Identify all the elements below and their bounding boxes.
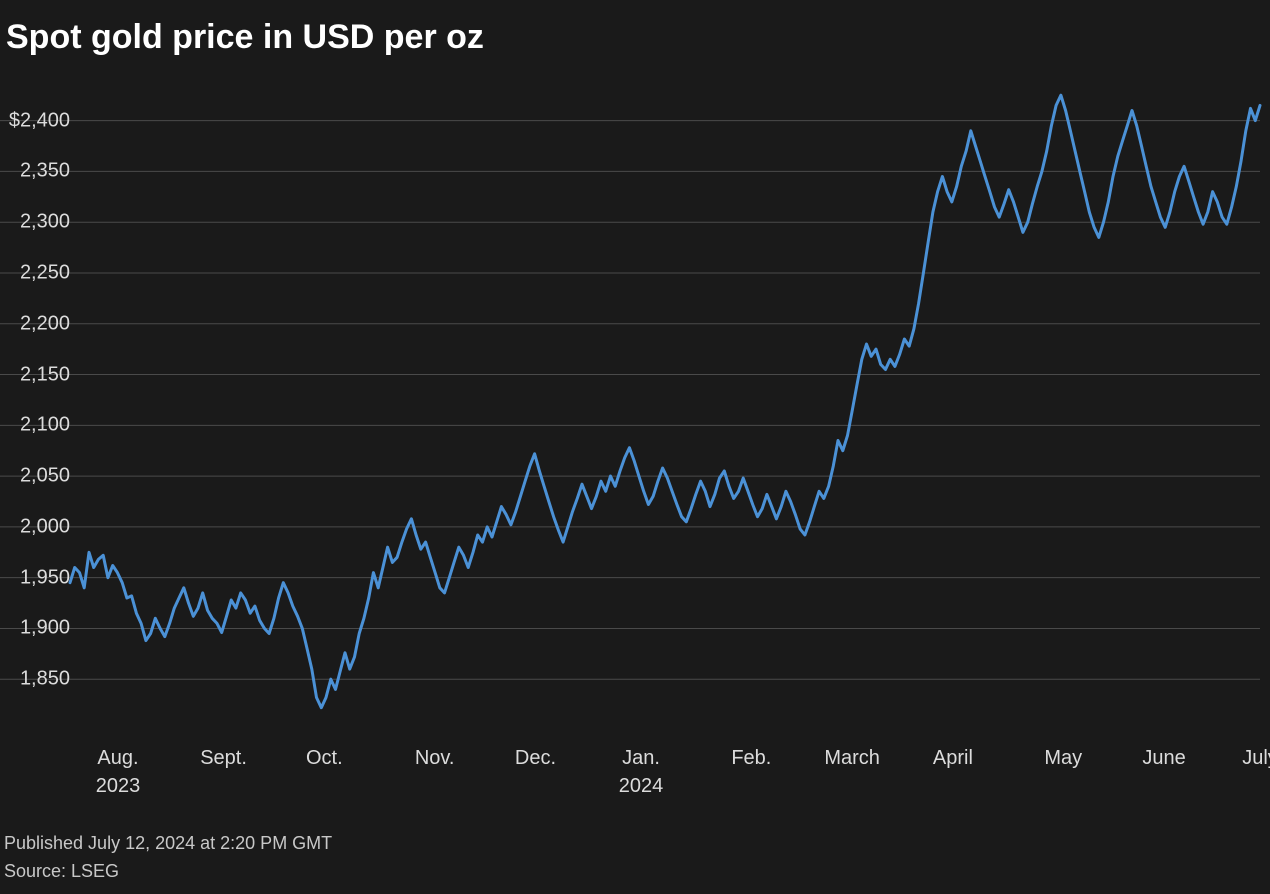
chart-title: Spot gold price in USD per oz [6,18,484,57]
y-axis-label: 1,900 [20,617,70,640]
x-axis-label: July [1242,744,1270,772]
y-axis-label: 1,850 [20,668,70,691]
x-axis-label: March [824,744,880,772]
y-axis-label: 2,150 [20,363,70,386]
chart-footer: Published July 12, 2024 at 2:20 PM GMT S… [4,830,332,886]
y-axis-label: 2,050 [20,465,70,488]
y-axis-label: 2,100 [20,414,70,437]
x-axis-label: Aug. 2023 [96,744,141,800]
x-axis-label: Dec. [515,744,556,772]
y-axis-label: 2,250 [20,261,70,284]
published-line: Published July 12, 2024 at 2:20 PM GMT [4,830,332,858]
x-axis-label: June [1142,744,1185,772]
price-line [70,95,1260,708]
x-axis-label: Feb. [731,744,771,772]
x-axis-label: Nov. [415,744,455,772]
y-axis-label: 2,300 [20,211,70,234]
y-axis-label: $2,400 [9,109,70,132]
x-axis-label: Jan. 2024 [619,744,664,800]
source-line: Source: LSEG [4,858,332,886]
x-axis-label: May [1044,744,1082,772]
x-axis-label: Oct. [306,744,343,772]
line-chart: 1,850 1,900 1,950 2,000 2,050 2,100 2,150 2,200… [0,80,1270,800]
y-axis-label: 1,950 [20,566,70,589]
y-axis-label: 2,200 [20,312,70,335]
x-axis-label: April [933,744,973,772]
y-axis-label: 2,350 [20,160,70,183]
x-axis-label: Sept. [200,744,247,772]
y-axis-label: 2,000 [20,515,70,538]
